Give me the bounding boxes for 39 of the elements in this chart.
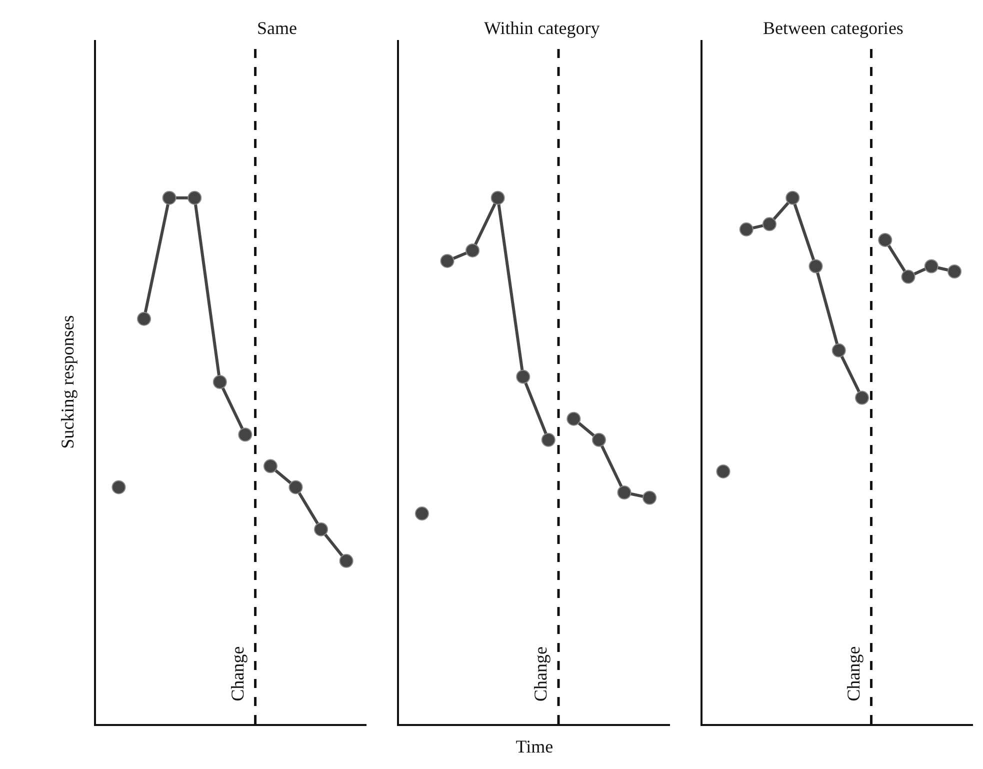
point xyxy=(855,390,869,405)
chart-title: Between categories xyxy=(763,18,904,38)
point xyxy=(808,259,823,274)
point xyxy=(490,190,505,205)
point xyxy=(212,375,227,389)
point xyxy=(541,432,556,447)
point xyxy=(762,217,776,232)
point xyxy=(924,259,938,274)
point xyxy=(642,490,657,505)
point xyxy=(162,190,176,205)
point xyxy=(112,480,126,494)
point xyxy=(137,312,152,326)
x-axis-title: Time xyxy=(516,736,554,757)
point xyxy=(901,270,916,284)
point xyxy=(592,432,606,447)
point xyxy=(238,428,252,442)
annotation: Change xyxy=(843,646,864,702)
point xyxy=(739,222,754,236)
point xyxy=(566,412,581,426)
point xyxy=(339,554,354,568)
chart-title: Within category xyxy=(484,18,600,38)
point xyxy=(948,264,962,279)
point xyxy=(716,464,730,478)
point xyxy=(516,370,530,384)
point xyxy=(617,485,632,500)
point xyxy=(188,190,202,205)
point xyxy=(832,343,846,358)
point xyxy=(878,232,892,247)
point xyxy=(440,254,454,268)
point xyxy=(414,506,429,521)
point xyxy=(288,480,303,494)
annotation: Change xyxy=(227,646,248,702)
chart-title: Same xyxy=(257,18,297,38)
y-axis-title: Sucking responses xyxy=(58,315,78,449)
point xyxy=(466,243,480,258)
annotation: Change xyxy=(530,646,551,702)
point xyxy=(263,459,278,474)
point xyxy=(314,522,328,536)
point xyxy=(786,190,800,205)
